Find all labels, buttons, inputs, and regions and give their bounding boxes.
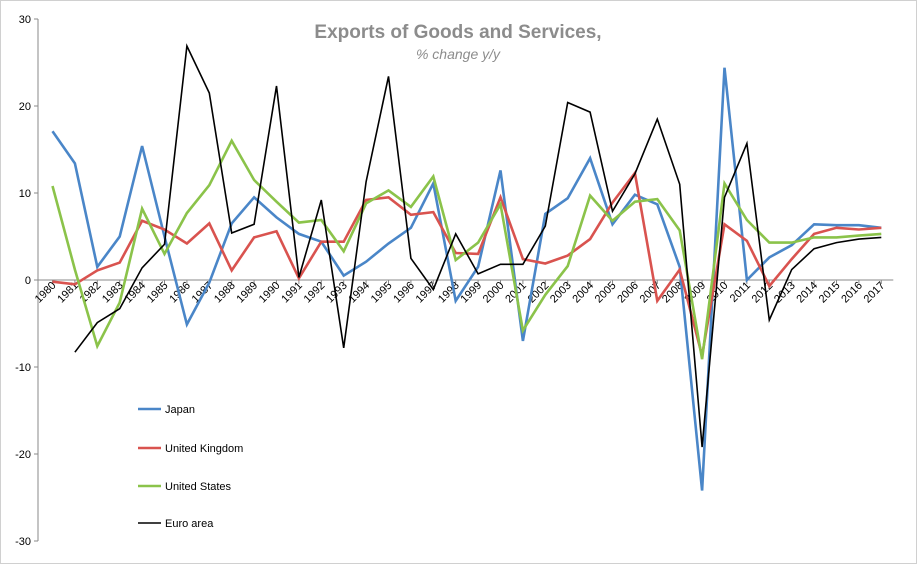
legend-label-united-kingdom: United Kingdom bbox=[165, 443, 243, 455]
chart-subtitle: % change y/y bbox=[416, 46, 501, 62]
series-layer bbox=[51, 43, 882, 491]
series-line-united-states bbox=[51, 138, 882, 360]
legend-label-united-states: United States bbox=[165, 481, 232, 493]
y-tick-label: 10 bbox=[19, 188, 31, 200]
y-tick-label: 20 bbox=[19, 101, 31, 113]
legend-label-euro-area: Euro area bbox=[165, 518, 214, 530]
chart-title: Exports of Goods and Services, bbox=[314, 22, 601, 43]
y-tick-label: -30 bbox=[15, 536, 31, 548]
y-tick-label: -20 bbox=[15, 449, 31, 461]
y-tick-label: -10 bbox=[15, 362, 31, 374]
series-line-japan bbox=[51, 67, 882, 491]
series-line-euro-area bbox=[74, 43, 882, 448]
legend-label-japan: Japan bbox=[165, 404, 195, 416]
y-tick-label: 30 bbox=[19, 14, 31, 26]
legend: Japan United Kingdom United States Euro are… bbox=[138, 404, 243, 530]
y-tick-label: 0 bbox=[25, 275, 31, 287]
